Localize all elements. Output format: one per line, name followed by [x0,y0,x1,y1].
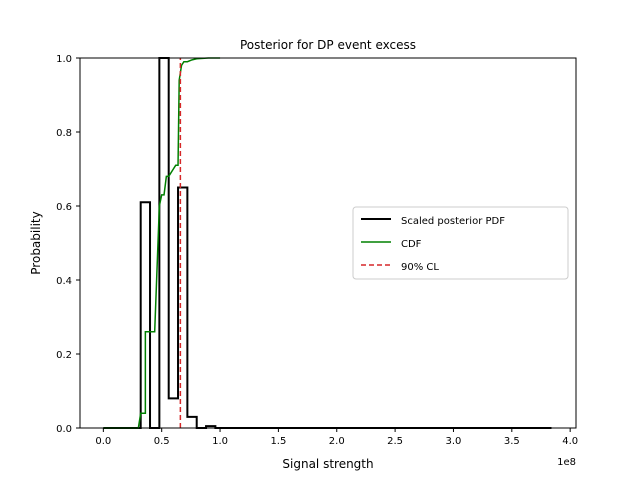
y-tick-label: 0.8 [56,128,72,139]
x-tick-label: 1.0 [212,436,228,447]
y-tick-label: 0.4 [56,276,72,287]
y-tick-label: 1.0 [56,54,72,65]
x-tick-label: 2.0 [329,436,345,447]
x-tick-label: 0.0 [95,436,111,447]
y-tick-label: 0.0 [56,424,72,435]
y-tick-label: 0.6 [56,202,72,213]
legend-entry: CDF [401,239,422,250]
y-tick-label: 0.2 [56,350,72,361]
x-axis: 0.0 0.5 1.0 1.5 2.0 2.5 3.0 3.5 4.0 [95,428,578,447]
chart-title: Posterior for DP event excess [240,38,416,52]
y-axis-label: Probability [29,211,43,274]
x-tick-label: 4.0 [562,436,578,447]
x-tick-label: 2.5 [387,436,403,447]
plot-frame [79,57,577,429]
x-axis-label: Signal strength [282,457,373,471]
y-axis: 0.0 0.2 0.4 0.6 0.8 1.0 [56,54,80,435]
plot-area [79,57,577,429]
legend-entry: 90% CL [401,262,439,273]
legend: Scaled posterior PDF CDF 90% CL [352,206,569,280]
pdf-series-line [103,57,552,429]
legend-entry: Scaled posterior PDF [401,216,505,227]
x-tick-label: 0.5 [154,436,170,447]
x-tick-label: 1.5 [270,436,286,447]
x-tick-label: 3.5 [504,436,520,447]
legend-box [352,206,569,280]
x-tick-label: 3.0 [446,436,462,447]
x-scale-label: 1e8 [557,457,576,468]
cdf-series-line [103,57,221,429]
